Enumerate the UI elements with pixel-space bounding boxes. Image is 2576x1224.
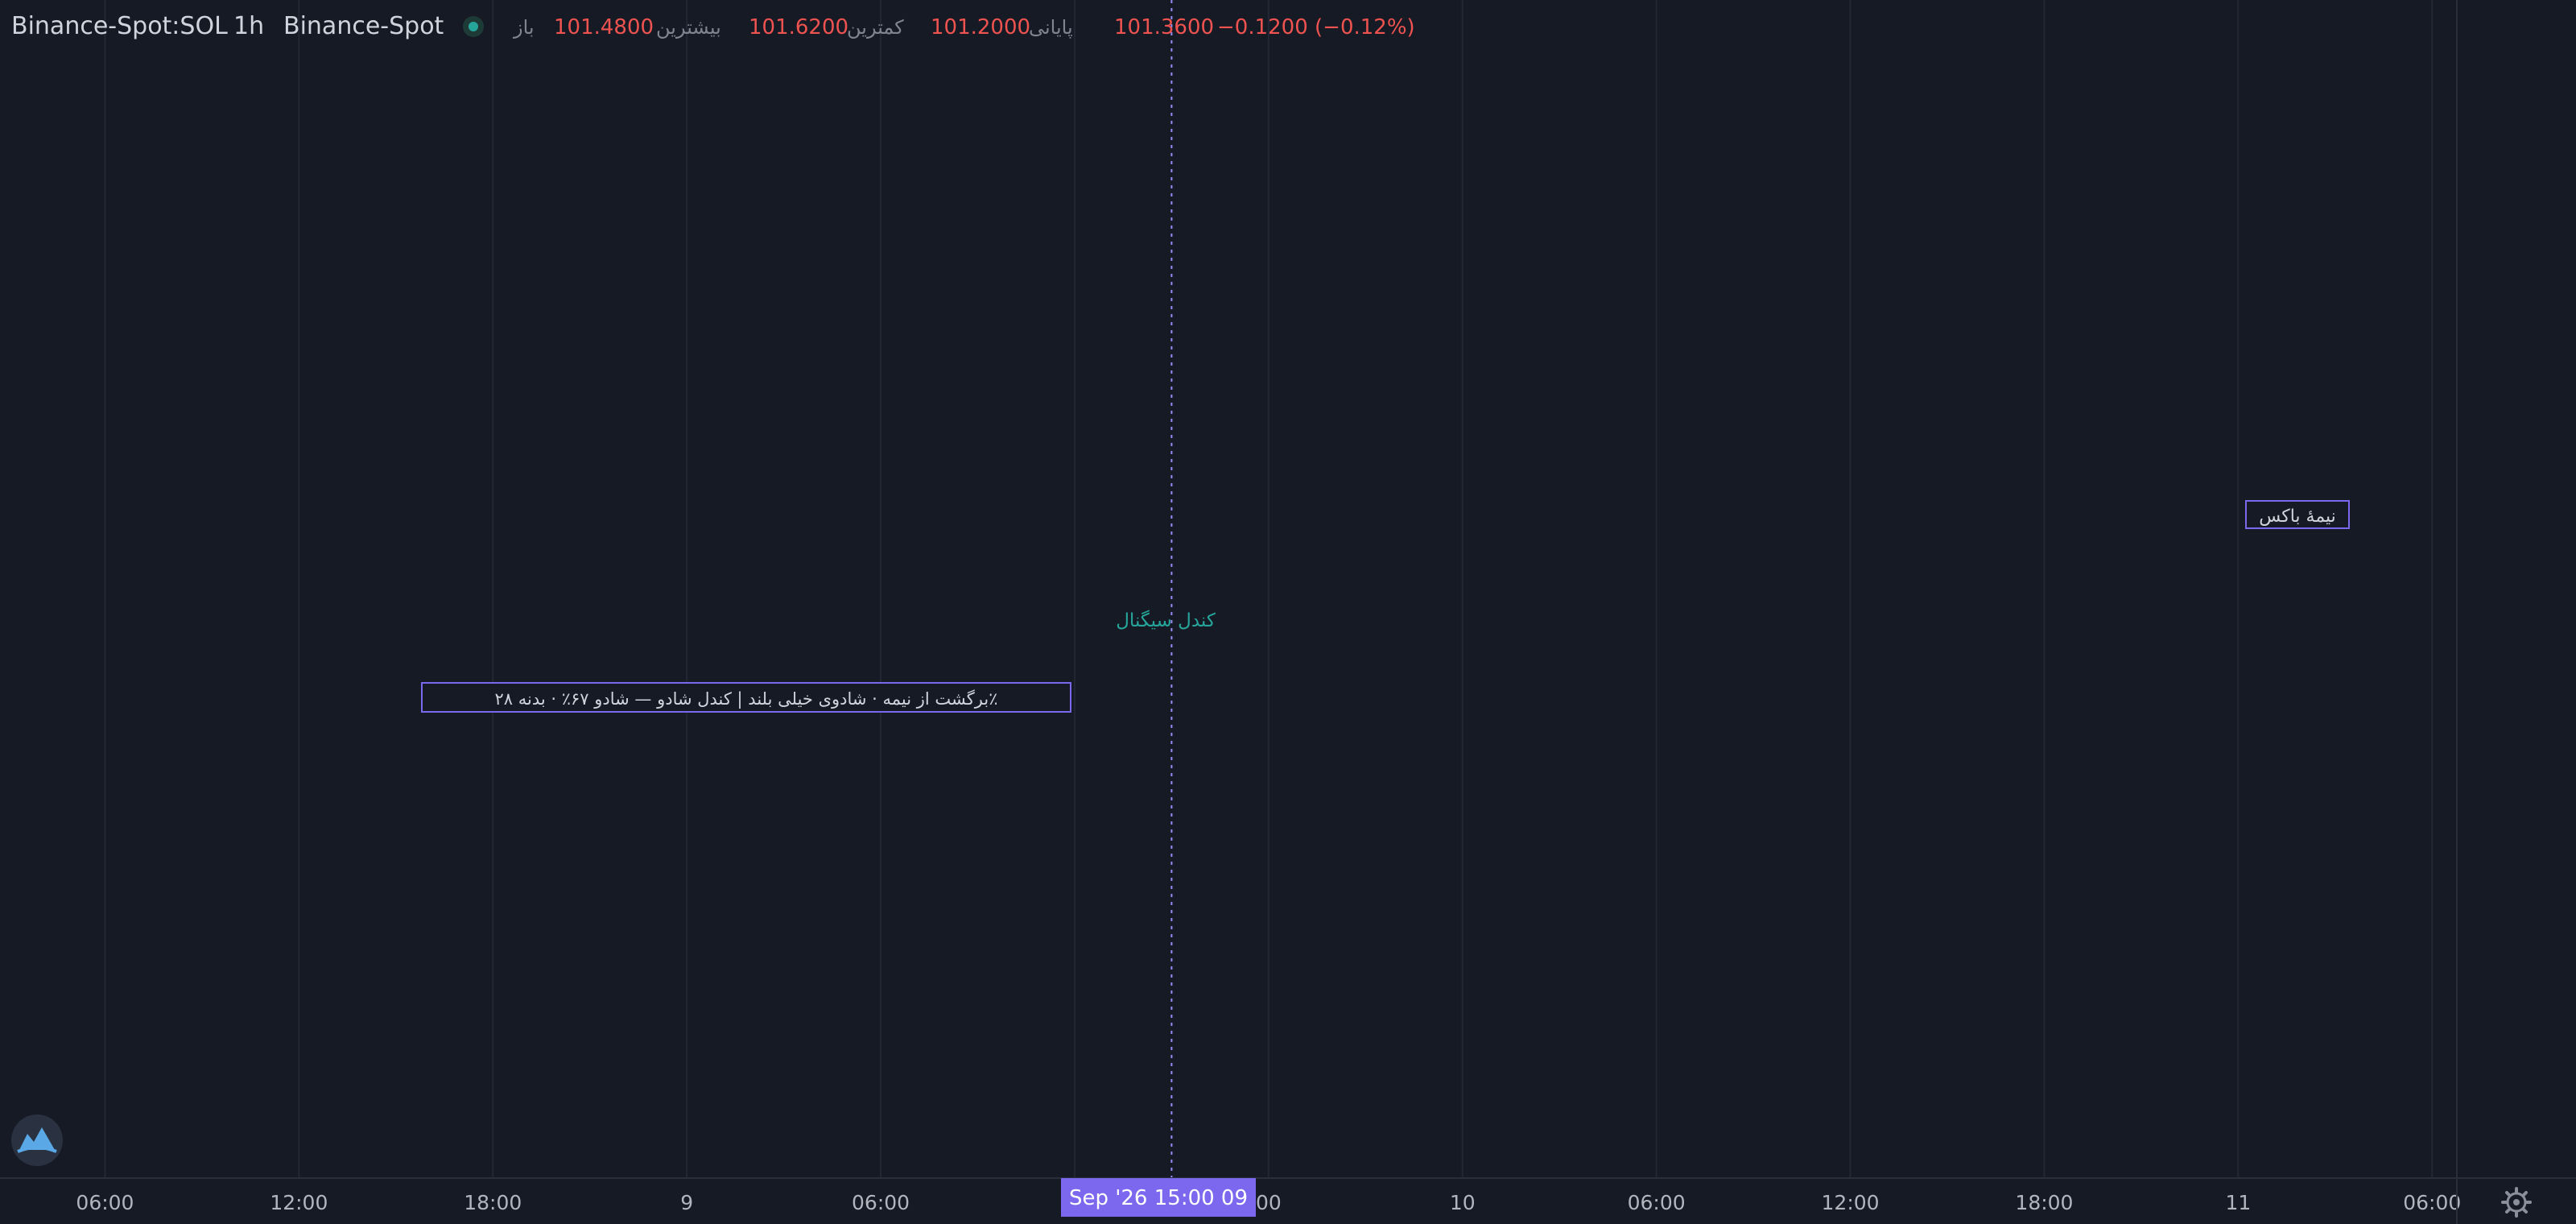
cloud-logo-icon[interactable] bbox=[11, 1114, 63, 1166]
header-change-value: −0.1200 (−0.12%) bbox=[1217, 15, 1415, 39]
x-tick-label: 11 bbox=[2225, 1191, 2251, 1214]
header-interval[interactable]: 1h bbox=[233, 12, 264, 40]
signal-candle-label: کندل سیگنال bbox=[1116, 610, 1216, 631]
x-tick-label: 12:00 bbox=[1822, 1191, 1880, 1214]
x-tick-label: 18:00 bbox=[2015, 1191, 2073, 1214]
x-tick-label: 00 bbox=[1256, 1191, 1282, 1214]
signal-note-text: ٪برگشت از نیمه · شادوی خیلی بلند | کندل … bbox=[495, 689, 998, 709]
x-tick-label: 12:00 bbox=[270, 1191, 328, 1214]
crosshair-time-text: Sep '26 15:00 09 bbox=[1069, 1186, 1248, 1210]
header-low-value: 101.2000 bbox=[931, 15, 1030, 39]
header-high-label: بیشترین bbox=[656, 16, 721, 39]
header-high-value: 101.6200 bbox=[749, 15, 848, 39]
header-open-label: باز bbox=[513, 16, 535, 39]
crosshair-time-label: Sep '26 15:00 09 bbox=[1061, 1178, 1256, 1217]
x-tick-label: 18:00 bbox=[464, 1191, 522, 1214]
gear-icon[interactable] bbox=[2501, 1187, 2532, 1218]
header-close-value: 101.3600 bbox=[1114, 15, 1214, 39]
x-tick-label: 06:00 bbox=[2403, 1191, 2461, 1214]
x-tick-label: 06:00 bbox=[1628, 1191, 1686, 1214]
header-exchange: Binance-Spot bbox=[283, 12, 444, 40]
overlay bbox=[1170, 0, 1173, 1178]
grid bbox=[104, 0, 2434, 1178]
box-mid-label: نیمهٔ باکس bbox=[2245, 500, 2350, 529]
box-mid-label-text: نیمهٔ باکس bbox=[2259, 507, 2336, 527]
market-status-dot bbox=[469, 22, 478, 31]
x-tick-label: 06:00 bbox=[76, 1191, 134, 1214]
header-low-label: کمترین bbox=[847, 16, 904, 39]
signal-note: ٪برگشت از نیمه · شادوی خیلی بلند | کندل … bbox=[421, 682, 1071, 713]
x-tick-label: 10 bbox=[1450, 1191, 1476, 1214]
header-open-value: 101.4800 bbox=[554, 15, 654, 39]
x-tick-label: 06:00 bbox=[852, 1191, 910, 1214]
header-symbol[interactable]: Binance-Spot:SOL bbox=[11, 12, 228, 40]
x-tick-label: 9 bbox=[680, 1191, 693, 1214]
header-close-label: پایانی bbox=[1029, 16, 1073, 39]
